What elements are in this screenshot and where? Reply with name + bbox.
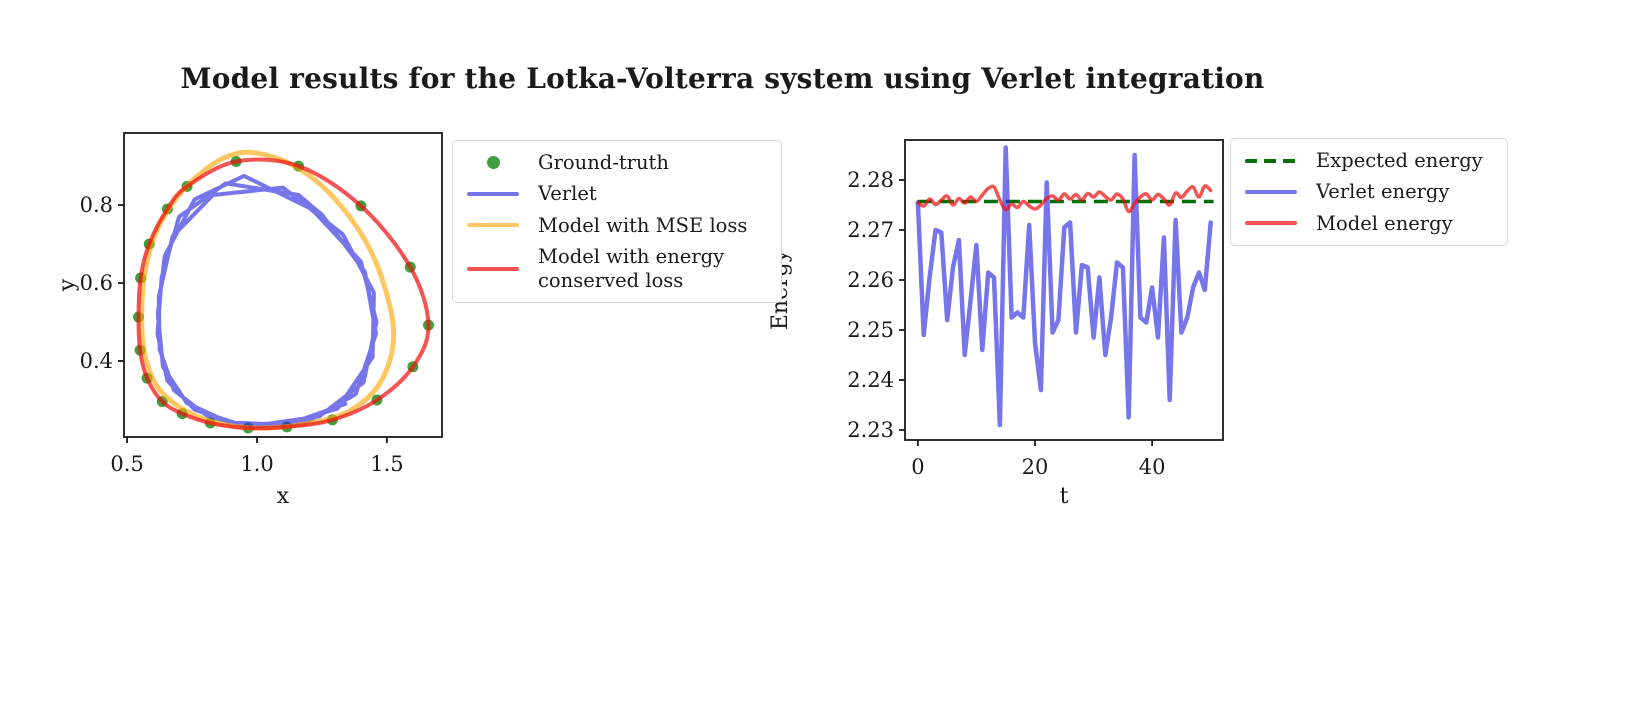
legend-label: Model with MSE loss bbox=[538, 213, 748, 237]
legend-label: Model energy bbox=[1316, 211, 1453, 235]
legend-label: Model with energy conserved loss bbox=[538, 245, 725, 292]
y-tick-label: 2.27 bbox=[847, 218, 894, 242]
plot-border bbox=[904, 139, 1224, 441]
legend-marker-dot bbox=[486, 156, 500, 170]
y-tick-label: 0.6 bbox=[80, 271, 113, 295]
legend-item: Verlet bbox=[461, 178, 773, 209]
legend-marker-line bbox=[467, 266, 519, 271]
legend-item: Model with MSE loss bbox=[461, 210, 773, 241]
y-tick-label: 2.28 bbox=[847, 168, 894, 192]
legend-label: Verlet energy bbox=[1316, 180, 1450, 204]
x-tick-label: 0 bbox=[911, 455, 924, 479]
figure-title: Model results for the Lotka-Volterra sys… bbox=[180, 62, 1265, 95]
phase-yaxis-label: y bbox=[55, 278, 80, 292]
y-tick-label: 2.24 bbox=[847, 368, 894, 392]
model-energy-series bbox=[916, 184, 1213, 214]
model-with-energy-conserved-loss-series bbox=[136, 157, 431, 431]
legend-label: Verlet bbox=[538, 182, 597, 206]
x-tick-label: 20 bbox=[1022, 455, 1049, 479]
legend-label: Expected energy bbox=[1316, 149, 1483, 172]
energy-plot-legend: Expected energy Verlet energy Model energy bbox=[1230, 138, 1508, 247]
legend-item: Verlet energy bbox=[1239, 176, 1499, 207]
phase-xaxis-label: x bbox=[277, 484, 290, 509]
legend-item: Expected energy bbox=[1239, 145, 1499, 176]
phase-plot-legend: Ground-truth Verlet Model with MSE loss Mod… bbox=[452, 140, 782, 303]
y-tick-label: 2.23 bbox=[847, 418, 894, 442]
legend-marker-line bbox=[1245, 190, 1297, 195]
x-tick-label: 0.5 bbox=[110, 452, 143, 476]
x-tick-label: 40 bbox=[1139, 455, 1166, 479]
legend-item: Model with energy conserved loss bbox=[461, 241, 773, 296]
plot-border bbox=[123, 132, 443, 438]
legend-item: Model energy bbox=[1239, 208, 1499, 239]
y-tick-label: 2.25 bbox=[847, 318, 894, 342]
phase-plot: 0.5 1.0 1.5 0.4 0.6 0.8 x y bbox=[55, 132, 443, 509]
legend-item: Ground-truth bbox=[461, 147, 773, 178]
y-tick-label: 2.26 bbox=[847, 268, 894, 292]
legend-marker-line bbox=[1245, 221, 1297, 226]
y-tick-label: 0.4 bbox=[80, 349, 113, 373]
verlet-series bbox=[155, 173, 379, 429]
x-tick-label: 1.0 bbox=[240, 452, 273, 476]
x-tick-label: 1.5 bbox=[370, 452, 403, 476]
energy-xaxis-label: t bbox=[1060, 484, 1069, 509]
legend-marker-line bbox=[467, 192, 519, 197]
legend-label: Ground-truth bbox=[538, 151, 669, 174]
verlet-energy-series bbox=[915, 145, 1213, 428]
y-tick-label: 0.8 bbox=[80, 193, 113, 217]
legend-marker-dashed-line bbox=[1245, 158, 1297, 163]
legend-marker-line bbox=[467, 223, 519, 228]
